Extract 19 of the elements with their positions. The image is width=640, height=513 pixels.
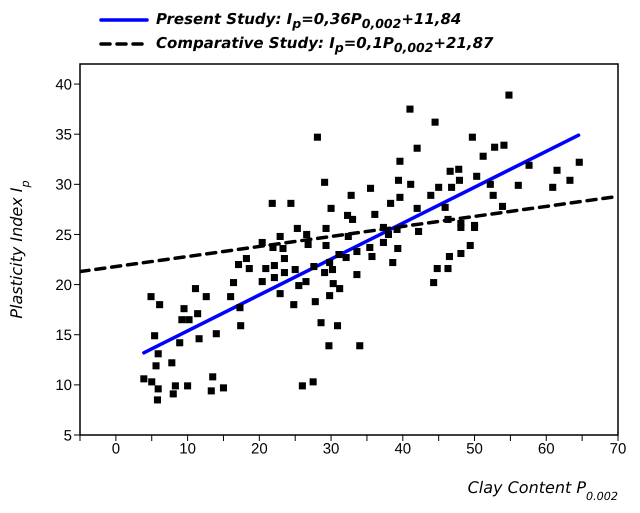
- y-tick-label: 15: [55, 327, 72, 344]
- y-tick-label: 10: [55, 377, 72, 394]
- y-tick-label: 25: [55, 226, 72, 244]
- x-tick-label: 10: [179, 440, 196, 458]
- y-tick-label: 40: [55, 76, 72, 94]
- legend-label: Comparative Study: I$_{p}$=0,1P$_{0,002}$+21,87: [156, 34, 494, 54]
- y-tick-label: 20: [55, 276, 72, 294]
- y-tick-label: 35: [55, 126, 72, 144]
- legend-label: Present Study: I$_{p}$=0,36P$_{0,002}$+11,84: [156, 10, 462, 30]
- x-tick-label: 30: [322, 440, 340, 458]
- x-tick-label: 70: [610, 440, 626, 458]
- y-tick-label: 30: [55, 176, 72, 194]
- x-tick-label: 40: [394, 440, 412, 458]
- y-tick-label: 5: [64, 427, 72, 444]
- x-tick-label: 20: [250, 440, 268, 458]
- x-tick-label: 60: [538, 440, 555, 458]
- x-tick-label: 0: [112, 440, 120, 458]
- x-tick-label: 50: [466, 440, 483, 458]
- x-axis-title: Clay Content P$_{0.002}$: [468, 478, 618, 502]
